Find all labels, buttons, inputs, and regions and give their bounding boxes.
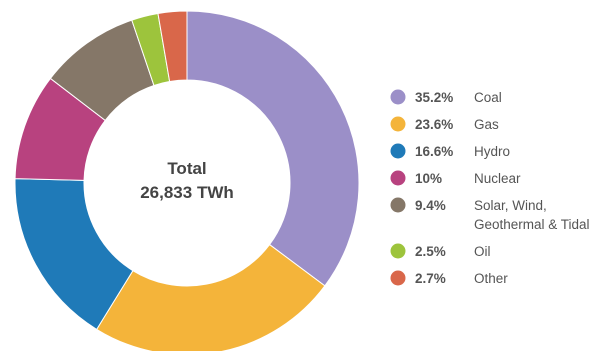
donut-slices (14, 10, 360, 351)
legend-swatch-gas (390, 116, 406, 132)
legend-swatch-oil (390, 243, 406, 259)
legend-label-solar-wind-line1: Solar, Wind, (474, 198, 547, 213)
legend-item-solar-wind: 9.4% Solar, Wind, Geothermal & Tidal (390, 197, 590, 232)
legend-percent-coal: 35.2% (415, 90, 453, 105)
center-label-line2: 26,833 TWh (140, 183, 234, 202)
legend-item-coal: 35.2% Coal (390, 89, 502, 105)
legend: 35.2% Coal 23.6% Gas 16.6% Hydro 10% Nuclear 9.4… (390, 89, 590, 286)
legend-item-hydro: 16.6% Hydro (390, 143, 510, 159)
legend-label-coal: Coal (474, 90, 502, 105)
legend-percent-solar-wind: 9.4% (415, 198, 446, 213)
legend-label-nuclear: Nuclear (474, 171, 521, 186)
legend-swatch-nuclear (390, 170, 406, 186)
legend-swatch-solar-wind (390, 197, 406, 213)
legend-item-oil: 2.5% Oil (390, 243, 491, 259)
legend-swatch-coal (390, 89, 406, 105)
slice-other (157, 10, 188, 83)
legend-swatch-hydro (390, 143, 406, 159)
legend-label-solar-wind-line2: Geothermal & Tidal (474, 217, 590, 232)
legend-label-hydro: Hydro (474, 144, 510, 159)
legend-item-gas: 23.6% Gas (390, 116, 499, 132)
legend-label-gas: Gas (474, 117, 499, 132)
legend-label-other: Other (474, 271, 508, 286)
slice-coal (186, 10, 360, 287)
legend-percent-oil: 2.5% (415, 244, 446, 259)
legend-percent-nuclear: 10% (415, 171, 442, 186)
slice-gas (95, 243, 326, 351)
legend-item-nuclear: 10% Nuclear (390, 170, 521, 186)
legend-label-oil: Oil (474, 244, 491, 259)
center-label-line1: Total (167, 159, 206, 178)
legend-percent-gas: 23.6% (415, 117, 453, 132)
legend-percent-other: 2.7% (415, 271, 446, 286)
legend-percent-hydro: 16.6% (415, 144, 453, 159)
legend-item-other: 2.7% Other (390, 270, 508, 286)
legend-swatch-other (390, 270, 406, 286)
